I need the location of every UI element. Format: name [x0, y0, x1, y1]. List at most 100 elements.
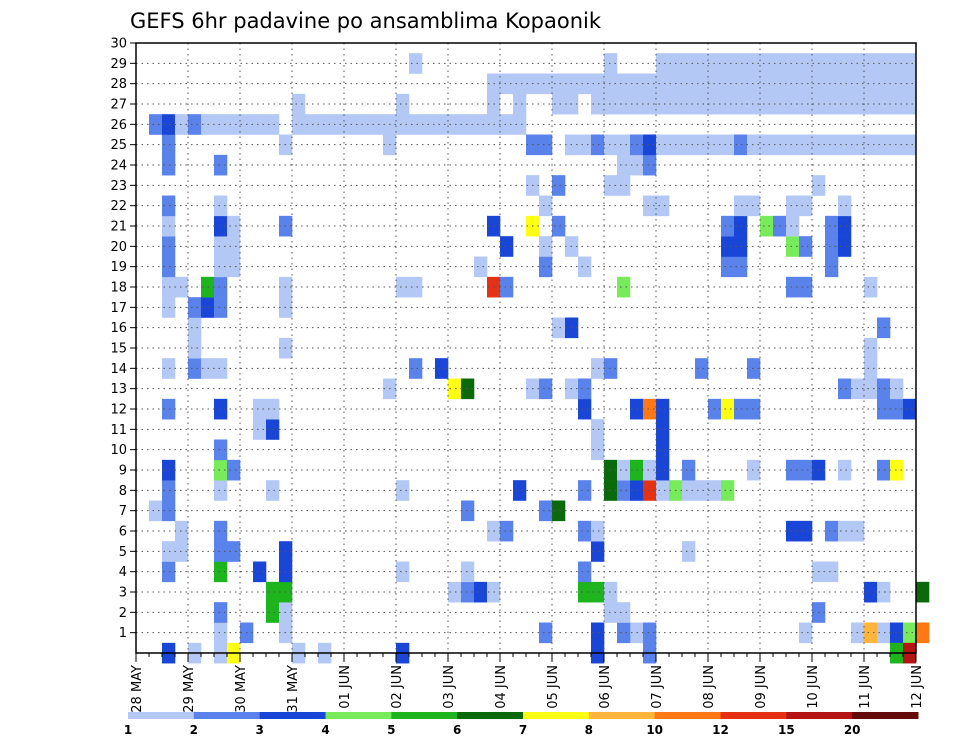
heatmap-cell [188, 317, 202, 339]
heatmap-cell [396, 276, 410, 298]
heatmap-cell [162, 236, 176, 257]
heatmap-cell [786, 520, 800, 542]
heatmap-cell [448, 581, 462, 603]
heatmap-cell [825, 256, 839, 278]
heatmap-cell [214, 297, 228, 318]
heatmap-cell [435, 358, 449, 379]
heatmap-cell [903, 53, 917, 74]
heatmap-cell [643, 93, 657, 115]
x-tick-label: 03 JUN [442, 665, 457, 709]
heatmap-cell [734, 53, 748, 74]
heatmap-cell [799, 53, 813, 74]
legend-swatch [523, 712, 590, 719]
heatmap-cell [162, 500, 176, 522]
heatmap-cell [149, 114, 163, 135]
y-tick-label: 5 [119, 545, 127, 560]
heatmap-cell [578, 398, 592, 420]
heatmap-cell [591, 622, 605, 644]
heatmap-cell [643, 459, 657, 481]
heatmap-cell [214, 358, 228, 379]
heatmap-cell [864, 73, 878, 95]
heatmap-cell [175, 276, 189, 298]
heatmap-cell [500, 520, 514, 542]
heatmap-cell [591, 439, 605, 461]
y-tick-label: 25 [110, 138, 127, 153]
y-tick-label: 23 [110, 179, 127, 194]
heatmap-cell [890, 622, 904, 644]
heatmap-cell [162, 154, 176, 176]
y-tick-label: 15 [110, 342, 127, 357]
heatmap-cell [500, 276, 514, 298]
heatmap-cell [838, 53, 852, 74]
heatmap-cell [864, 378, 878, 400]
heatmap-cell [877, 53, 891, 74]
heatmap-cell [721, 480, 735, 501]
heatmap-cell [253, 419, 267, 440]
heatmap-cell [318, 114, 332, 135]
heatmap-cell [890, 53, 904, 74]
heatmap-cell [539, 195, 553, 217]
heatmap-cell [214, 439, 228, 461]
chart-title: GEFS 6hr padavine po ansamblima Kopaonik [130, 9, 602, 33]
heatmap-cell [214, 236, 228, 257]
heatmap-cell [838, 73, 852, 95]
heatmap-cell [266, 398, 280, 420]
heatmap-cell [500, 114, 514, 135]
heatmap-cell [786, 134, 800, 156]
heatmap-cell [357, 114, 371, 135]
heatmap-cell [734, 93, 748, 115]
y-tick-label: 27 [110, 98, 127, 113]
heatmap-cell [162, 358, 176, 379]
x-tick-label: 28 MAY [130, 665, 145, 713]
heatmap-cell [877, 93, 891, 115]
y-tick-label: 4 [119, 565, 127, 580]
heatmap-cell [409, 358, 423, 379]
heatmap-cell [175, 114, 189, 135]
heatmap-cell [227, 236, 241, 257]
heatmap-cell [760, 53, 774, 74]
heatmap-cell [604, 459, 618, 481]
heatmap-cell [825, 53, 839, 74]
heatmap-cell [838, 236, 852, 257]
heatmap-cell [890, 459, 904, 481]
heatmap-cell [760, 215, 774, 237]
legend-swatch [720, 712, 787, 719]
heatmap-cell [682, 73, 696, 95]
heatmap-cell [578, 256, 592, 278]
heatmap-cell [721, 236, 735, 257]
heatmap-cell [617, 73, 631, 95]
heatmap-cell [227, 541, 241, 562]
heatmap-cell [734, 398, 748, 420]
heatmap-cell [656, 480, 670, 501]
heatmap-cell [786, 93, 800, 115]
heatmap-cell [162, 195, 176, 217]
heatmap-cell [214, 459, 228, 481]
heatmap-cell [734, 236, 748, 257]
heatmap-cell [656, 134, 670, 156]
heatmap-cell [162, 459, 176, 481]
y-tick-label: 19 [110, 260, 127, 275]
legend-swatch [852, 712, 919, 719]
heatmap-cell [253, 561, 267, 583]
heatmap-cell [214, 398, 228, 420]
heatmap-cell [591, 93, 605, 115]
heatmap-cell [253, 398, 267, 420]
heatmap-cell [604, 602, 618, 623]
heatmap-cell [877, 581, 891, 603]
heatmap-cell [188, 337, 202, 359]
heatmap-cell [292, 93, 306, 115]
heatmap-cell [721, 256, 735, 278]
heatmap-cell [747, 134, 761, 156]
heatmap-cell [188, 114, 202, 135]
heatmap-cell [786, 459, 800, 481]
heatmap-cell [409, 53, 423, 74]
heatmap-cell [617, 602, 631, 623]
heatmap-cell [656, 195, 670, 217]
heatmap-cell [643, 398, 657, 420]
heatmap-cell [591, 419, 605, 440]
heatmap-cell [448, 114, 462, 135]
heatmap-cell [747, 93, 761, 115]
legend-label: 12 [712, 723, 729, 737]
legend-label: 10 [646, 723, 663, 737]
heatmap-cell [890, 134, 904, 156]
